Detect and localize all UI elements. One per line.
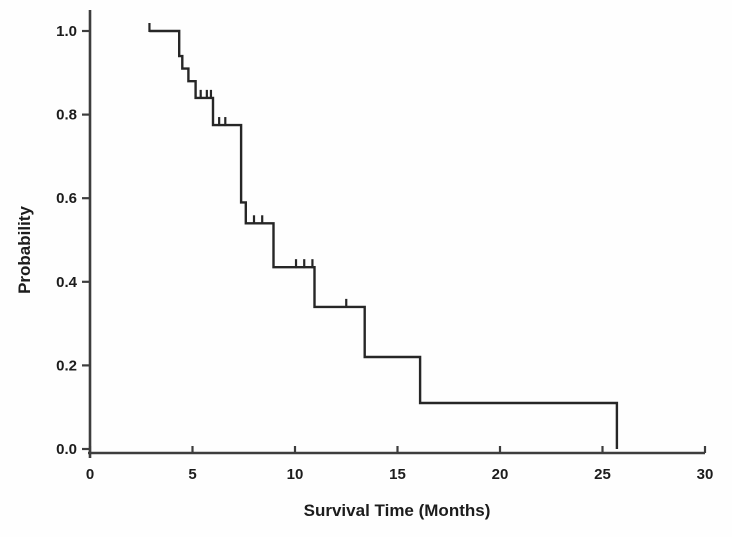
censor-marks	[148, 23, 348, 308]
x-tick-label: 25	[594, 466, 611, 483]
x-tick-label: 5	[188, 466, 196, 483]
y-tick-label: 0.6	[56, 190, 77, 207]
y-axis-title: Probability	[15, 206, 34, 294]
y-tick-label: 1.0	[56, 23, 77, 40]
x-tick-label: 0	[86, 466, 94, 483]
y-tick-label: 0.2	[56, 357, 77, 374]
y-tick-label: 0.0	[56, 441, 77, 458]
x-tick-label: 20	[492, 466, 509, 483]
y-tick-label: 0.8	[56, 107, 77, 124]
y-tick-label: 0.4	[56, 274, 78, 291]
survival-curve	[149, 29, 619, 449]
x-tick-label: 15	[389, 466, 406, 483]
x-tick-label: 10	[287, 466, 304, 483]
axes	[88, 10, 705, 458]
x-axis-title: Survival Time (Months)	[304, 501, 491, 520]
axis-tick-labels: 0 5 10 15 20 25 30 0.0 0.2 0.4 0.6 0.8 1.0	[56, 23, 713, 483]
axis-ticks	[82, 29, 707, 453]
x-tick-label: 30	[697, 466, 714, 483]
